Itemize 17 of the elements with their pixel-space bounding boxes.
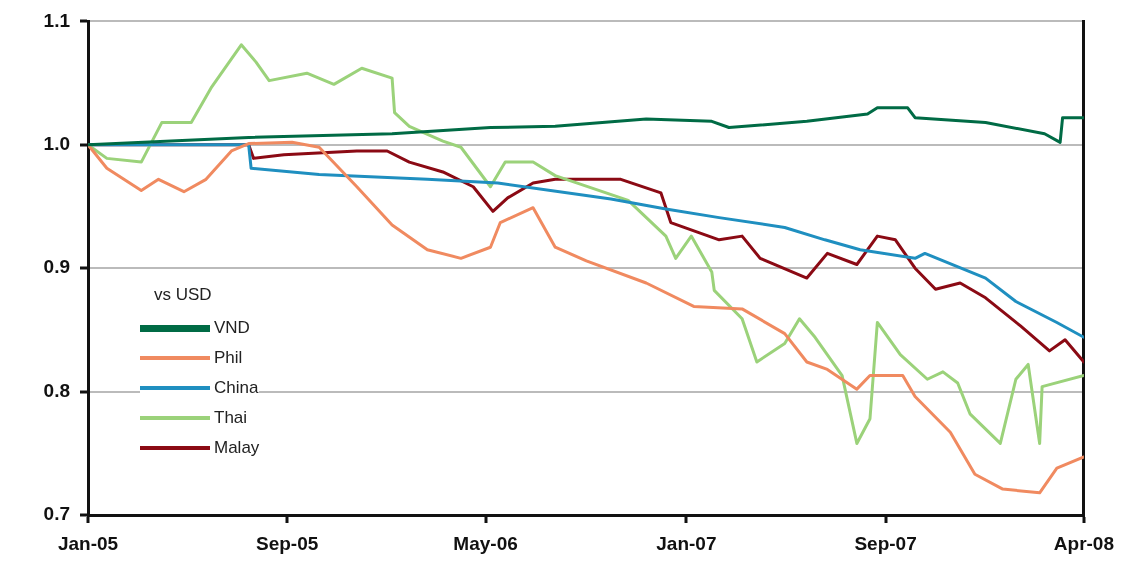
y-tick-label: 1.0 xyxy=(43,133,70,155)
x-tick-label: Jan-05 xyxy=(57,532,119,554)
legend-label: Phil xyxy=(214,348,243,368)
y-tick-label: 0.8 xyxy=(43,379,70,401)
x-tick-label: Sep-05 xyxy=(256,532,319,554)
legend-label: Thai xyxy=(214,408,248,428)
x-tick-label: Jan-07 xyxy=(656,532,717,554)
legend-label: Malay xyxy=(214,438,260,458)
y-tick-label: 1.1 xyxy=(43,9,71,31)
legend-title: vs USD xyxy=(154,285,213,305)
x-tick-label: Apr-08 xyxy=(1053,532,1114,554)
x-tick-label: Sep-07 xyxy=(854,532,917,554)
legend-label: VND xyxy=(214,318,250,338)
x-tick-label: May-06 xyxy=(453,532,518,554)
y-tick-label: 0.9 xyxy=(43,256,70,278)
legend-label: China xyxy=(214,378,259,398)
y-tick-label: 0.7 xyxy=(43,503,70,525)
